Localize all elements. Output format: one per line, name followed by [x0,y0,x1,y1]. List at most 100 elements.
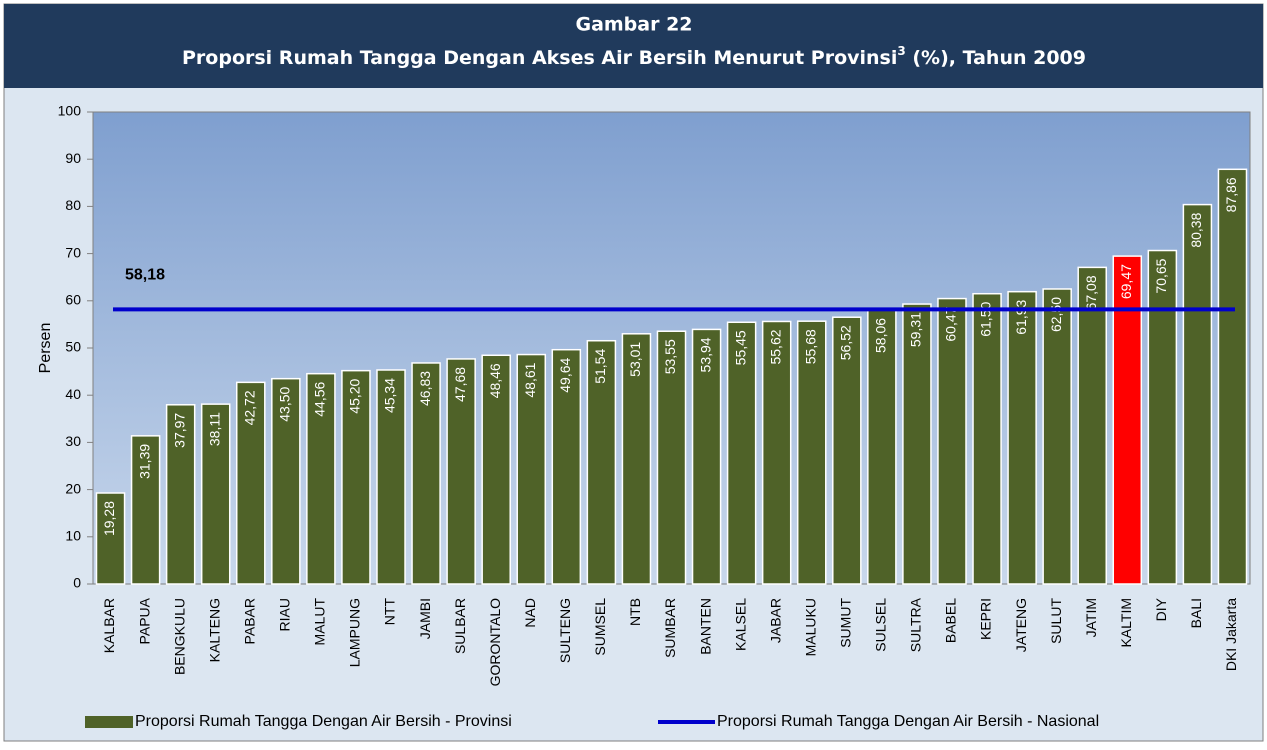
bar [130,435,161,585]
value-label: 47,68 [452,367,468,402]
x-tick-label: BENGKULU [171,598,187,675]
title-main: Proporsi Rumah Tangga Dengan Akses Air B… [182,47,897,69]
bar [1077,266,1108,585]
x-tick-label: NTB [627,598,643,626]
bar [586,339,617,585]
value-label: 56,52 [838,325,854,360]
value-label: 51,54 [592,349,608,384]
value-label: 69,47 [1118,264,1134,299]
value-label: 61,50 [978,302,994,337]
bar [95,492,126,585]
x-tick-label: NTT [382,598,398,626]
chart-title: Proporsi Rumah Tangga Dengan Akses Air B… [182,44,1086,69]
x-tick-label: BALI [1188,598,1204,628]
legend-swatch [85,716,133,728]
bar [551,348,582,585]
bar [1217,168,1248,585]
line-label: 58,18 [125,267,165,284]
value-label: 58,06 [873,318,889,353]
x-tick-label: GORONTALO [487,598,503,687]
x-tick-label: BABEL [943,598,959,643]
bar [411,362,441,585]
x-tick-label: DIY [1153,597,1169,621]
y-tick-label: 70 [65,244,81,260]
bar [271,377,301,585]
value-label: 45,20 [347,378,363,413]
x-tick-label: SUMUT [838,598,854,648]
bar [937,297,967,585]
legend-label: Proporsi Rumah Tangga Dengan Air Bersih … [717,713,1099,730]
bar [796,320,827,585]
value-label: 53,55 [662,339,678,374]
value-label: 37,97 [171,413,187,448]
x-tick-label: JATENG [1013,598,1029,652]
title-band [4,4,1263,88]
x-tick-label: SULSEL [873,598,889,652]
x-tick-label: PAPUA [136,597,152,644]
x-tick-label: BANTEN [697,598,713,655]
x-tick-label: KALTIM [1118,598,1134,648]
bar [200,403,231,585]
x-tick-label: SULBAR [452,598,468,654]
value-label: 49,64 [557,357,573,392]
bar [621,333,652,585]
x-tick-label: JABAR [767,598,783,643]
y-tick-label: 40 [65,386,81,402]
x-tick-label: SULTENG [557,598,573,663]
value-label: 46,83 [417,371,433,406]
bar [656,330,687,585]
x-tick-label: JATIM [1083,598,1099,637]
bar [902,303,932,585]
bar [832,316,862,585]
y-tick-label: 10 [65,528,81,544]
x-tick-label: NAD [522,598,538,628]
x-tick-label: KALSEL [732,598,748,651]
bar [516,353,547,585]
bar [341,369,371,585]
value-label: 80,38 [1188,212,1204,247]
y-tick-label: 0 [73,575,81,591]
value-label: 55,62 [767,329,783,364]
bar [481,354,511,585]
title-number: Gambar 22 [575,14,692,36]
value-label: 87,86 [1223,177,1239,212]
y-tick-label: 20 [65,480,81,496]
value-label: 61,93 [1013,299,1029,334]
y-tick-label: 50 [65,339,81,355]
value-label: 70,65 [1153,258,1169,293]
x-tick-label: KALBAR [101,598,117,653]
bar [446,358,476,585]
bar [165,404,196,585]
value-label: 43,50 [277,386,293,421]
x-tick-label: MALUT [312,598,328,646]
y-tick-label: 60 [65,292,81,308]
value-label: 31,39 [136,444,152,479]
bar [867,309,897,585]
x-tick-label: RIAU [277,598,293,631]
x-tick-label: JAMBI [417,598,433,639]
bar [691,328,722,585]
y-tick-label: 90 [65,150,81,166]
bar [1042,288,1072,585]
bar [306,372,336,585]
x-tick-label: SULTRA [908,597,924,652]
bar [1182,203,1213,585]
x-tick-label: LAMPUNG [347,598,363,667]
legend-label: Proporsi Rumah Tangga Dengan Air Bersih … [135,713,512,730]
x-tick-label: SULUT [1048,598,1064,644]
value-label: 19,28 [101,501,117,536]
bar [1007,290,1037,585]
value-label: 67,08 [1083,275,1099,310]
x-tick-label: PABAR [241,598,257,644]
value-label: 44,56 [312,381,328,416]
y-tick-label: 80 [65,197,81,213]
bar [1147,249,1178,585]
x-tick-label: DKI Jakarta [1223,598,1239,671]
bar [726,321,757,585]
bar [1112,255,1143,585]
y-tick-label: 30 [65,433,81,449]
value-label: 53,94 [697,337,713,372]
x-tick-label: KEPRI [978,598,994,640]
value-label: 60,47 [943,306,959,341]
value-label: 45,34 [382,378,398,413]
